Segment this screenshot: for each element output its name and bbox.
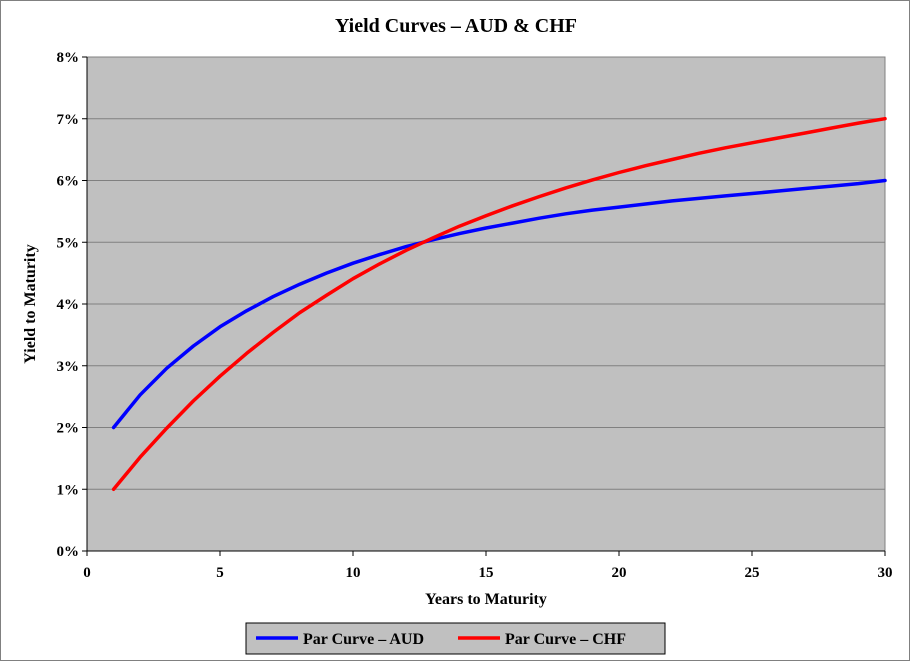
y-tick-label: 3% <box>57 359 80 375</box>
legend-label: Par Curve – AUD <box>303 631 424 648</box>
y-tick-label: 1% <box>57 482 80 498</box>
x-axis-title: Years to Maturity <box>425 591 547 608</box>
series-line-aud <box>111 178 887 430</box>
series-line-chf <box>111 116 887 492</box>
y-tick-label: 7% <box>57 112 80 128</box>
x-tick-label: 10 <box>346 565 361 581</box>
legend-label: Par Curve – CHF <box>505 631 626 648</box>
legend: Par Curve – AUD Par Curve – CHF <box>245 622 666 655</box>
y-tick-label: 8% <box>57 50 80 66</box>
x-tick-label: 25 <box>745 565 760 581</box>
axes: 0% 1% 2% 3% 4% 5% 6% 7% 8% 0 5 10 15 20 25 30 <box>57 50 893 581</box>
y-tick-label: 2% <box>57 421 80 437</box>
y-tick-label: 4% <box>57 297 80 313</box>
series-lines <box>111 116 887 492</box>
legend-box <box>245 622 666 655</box>
chart-title: Yield Curves – AUD & CHF <box>335 15 577 37</box>
x-tick-label: 30 <box>878 565 893 581</box>
x-tick-label: 15 <box>479 565 494 581</box>
gridlines <box>87 118 885 490</box>
y-tick-label: 5% <box>57 235 80 251</box>
y-tick-label: 0% <box>57 544 80 560</box>
y-tick-label: 6% <box>57 174 80 190</box>
y-axis-title: Yield to Maturity <box>22 244 39 363</box>
x-tick-label: 0 <box>83 565 91 581</box>
x-tick-label: 5 <box>216 565 224 581</box>
x-tick-label: 20 <box>612 565 627 581</box>
